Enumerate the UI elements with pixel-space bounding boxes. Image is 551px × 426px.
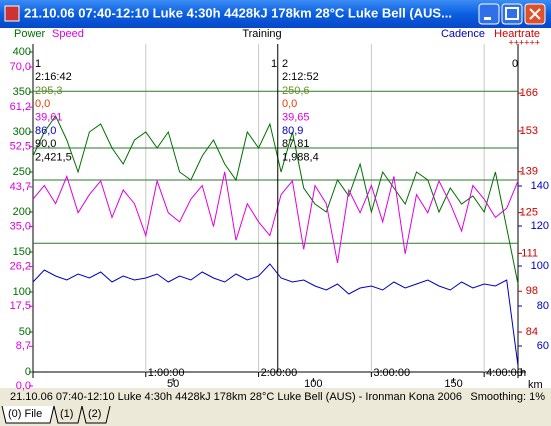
axis-marker: ++++++ [508, 37, 540, 47]
lap-stat: 2,421,5 [35, 151, 72, 163]
legend-entry: Power [14, 28, 46, 40]
y-tick-label: 400 [13, 46, 31, 58]
y4-tick-label: 84 [526, 326, 538, 338]
lap-stat: 86,0 [35, 125, 56, 137]
status-bar [0, 388, 551, 406]
x-tick-label: 4:00:00 [486, 367, 523, 379]
tab-label: (1) [60, 408, 73, 420]
lap-tag: 1 [271, 58, 277, 70]
minimize-button[interactable] [478, 3, 500, 25]
chart-title: Training [242, 28, 281, 40]
chart: Power Speed Training Cadence Heartrate++++++… [10, 28, 549, 392]
y2-tick-label: 0,0 [16, 380, 31, 392]
axis-title: Heartrate [494, 28, 540, 40]
lap-tag: 0 [512, 58, 518, 70]
close-button[interactable] [524, 3, 546, 25]
y4-tick-label: 111 [521, 247, 538, 259]
lap-tag: 2 [282, 58, 288, 70]
y-tick-label: 100 [13, 286, 31, 298]
y3-tick-label: 140 [531, 180, 549, 192]
x2-unit: km [528, 379, 543, 391]
y3-tick-label: 60 [537, 340, 549, 352]
legend-entry: Cadence [441, 28, 485, 40]
x-tick-label: 3:00:00 [373, 367, 410, 379]
y4-tick-label: 139 [520, 166, 538, 178]
y-tick-label: 250 [13, 166, 31, 178]
y2-tick-label: 17,5 [10, 300, 31, 312]
y-tick-label: 200 [13, 206, 31, 218]
y3-tick-label: 80 [537, 300, 549, 312]
y4-tick-label: 166 [520, 87, 538, 99]
tab-shape [53, 405, 83, 424]
lap-stat: 1,988,4 [282, 151, 319, 163]
lap-stat: 87,81 [282, 138, 310, 150]
y-tick-label: 150 [13, 246, 31, 258]
tab[interactable]: (1) [53, 405, 83, 424]
y2-tick-label: 61,2 [10, 101, 31, 113]
lap-time: 2:16:42 [35, 71, 72, 83]
x-tick-label: 2:00:00 [261, 367, 298, 379]
chart-area [0, 28, 551, 388]
lap-time: 2:12:52 [282, 71, 319, 83]
smoothing-text: Smoothing: 1% [470, 391, 545, 403]
maximize-button[interactable] [501, 3, 523, 25]
y4-tick-label: 153 [520, 125, 538, 137]
y-tick-label: 350 [13, 86, 31, 98]
series-line [32, 263, 519, 367]
title-bar [0, 0, 551, 28]
x2-tick-label: 100 [304, 378, 322, 390]
lap-stat: 39,61 [35, 112, 63, 124]
x-tick-label: 1:00:00 [148, 367, 185, 379]
lap-stat: 90,0 [35, 138, 56, 150]
series-line [32, 115, 519, 285]
y2-tick-label: 70,0 [10, 61, 31, 73]
app-icon [4, 5, 20, 22]
window-title: 21.10.06 07:40-12:10 Luke 4:30h 4428kJ 1… [24, 5, 452, 20]
x2-tick-label: 150 [444, 378, 462, 390]
y2-tick-label: 35,0 [10, 220, 31, 232]
y4-tick-label: 125 [520, 206, 538, 218]
status-text: 21.10.06 07:40-12:10 Luke 4:30h 4428kJ 1… [10, 391, 462, 403]
y2-tick-label: 8,7 [16, 340, 31, 352]
tab-shape [1, 405, 55, 424]
tab[interactable]: (2) [81, 405, 111, 424]
x2-tick-label: 50 [167, 378, 179, 390]
x-unit: h [520, 367, 526, 379]
lap-stat: 0,0 [35, 98, 50, 110]
lap-stat: 295,3 [35, 85, 63, 97]
y-tick-label: 300 [13, 126, 31, 138]
y-tick-label: 0 [25, 366, 31, 378]
lap-stat: 250,6 [282, 85, 310, 97]
series-line [32, 171, 519, 263]
tab-strip: (0) File (1) (2) [1, 405, 111, 424]
y2-tick-label: 52,5 [10, 141, 31, 153]
legend-entry: Speed [52, 28, 84, 40]
lap-stat: 39,65 [282, 112, 310, 124]
y3-tick-label: 100 [531, 260, 549, 272]
y-tick-label: 50 [19, 326, 31, 338]
tab[interactable]: (0) File [1, 405, 55, 424]
y2-tick-label: 26,2 [10, 260, 31, 272]
y2-tick-label: 43,7 [10, 181, 31, 193]
lap-stat: 80,9 [282, 125, 303, 137]
y4-tick-label: 98 [526, 285, 538, 297]
y3-tick-label: 120 [531, 220, 549, 232]
lap-stat: 0,0 [282, 98, 297, 110]
lap-tag: 1 [35, 58, 41, 70]
tab-label: (2) [88, 408, 101, 420]
tab-shape [81, 405, 111, 424]
tab-label: (0) File [8, 408, 42, 420]
